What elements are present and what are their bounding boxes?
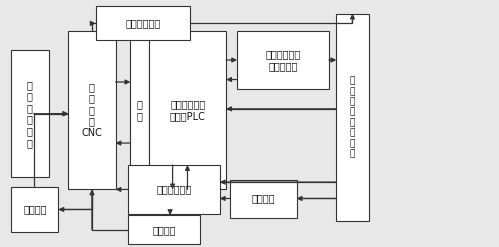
Text: 机
床
（
电
器
部
分
）: 机 床 （ 电 器 部 分 ）: [350, 77, 355, 158]
Text: 可编程序逻辑
控制器PLC: 可编程序逻辑 控制器PLC: [170, 99, 206, 121]
Text: 接
口: 接 口: [137, 99, 143, 121]
Bar: [11, 50, 48, 177]
Bar: [336, 14, 369, 221]
Bar: [149, 31, 226, 189]
Bar: [11, 187, 58, 232]
Bar: [237, 31, 329, 89]
Text: 电器硬件电路
（电控柜）: 电器硬件电路 （电控柜）: [265, 49, 300, 71]
Bar: [128, 215, 200, 244]
Bar: [128, 165, 220, 214]
Text: 位置测量: 位置测量: [152, 225, 176, 235]
Bar: [230, 180, 296, 218]
Text: 速度测量: 速度测量: [251, 194, 275, 204]
Text: 数
据
输
入
装
置: 数 据 输 入 装 置: [27, 80, 33, 148]
Bar: [130, 31, 149, 189]
Bar: [96, 6, 190, 41]
Bar: [68, 31, 116, 189]
Text: 进给伺服系统: 进给伺服系统: [156, 185, 192, 194]
Text: 外部设备: 外部设备: [23, 205, 46, 215]
Text: 数
控
系
统
CNC: 数 控 系 统 CNC: [81, 82, 102, 138]
Text: 主轴驱动系统: 主轴驱动系统: [125, 18, 161, 28]
